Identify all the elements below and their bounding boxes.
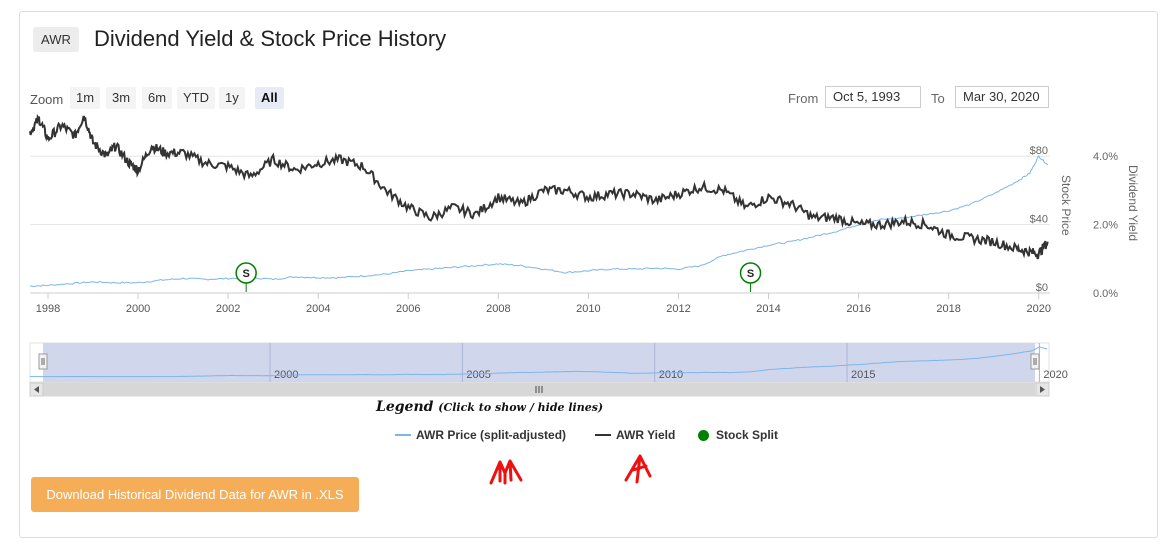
legend-dot-icon bbox=[698, 429, 709, 441]
dividend-history-card: AWR Dividend Yield & Stock Price History… bbox=[19, 11, 1158, 538]
legend-subtitle: (Click to show / hide lines) bbox=[438, 401, 604, 414]
legend-line-icon bbox=[595, 434, 611, 436]
legend-item-label: AWR Yield bbox=[616, 428, 676, 442]
legend-item-price[interactable]: AWR Price (split-adjusted) bbox=[395, 428, 566, 442]
zoom-all-button[interactable]: All bbox=[255, 87, 284, 109]
from-date-input[interactable]: Oct 5, 1993 bbox=[825, 86, 921, 108]
page-title: Dividend Yield & Stock Price History bbox=[94, 26, 447, 51]
legend-item-label: Stock Split bbox=[716, 428, 779, 442]
legend-title: Legend (Click to show / hide lines) bbox=[376, 399, 603, 415]
from-label: From bbox=[788, 91, 819, 106]
legend-title-text: Legend bbox=[376, 399, 434, 415]
legend-item-yield[interactable]: AWR Yield bbox=[595, 428, 675, 442]
legend-item-split[interactable]: Stock Split bbox=[698, 428, 778, 442]
to-label: To bbox=[931, 91, 945, 106]
legend-item-label: AWR Price (split-adjusted) bbox=[416, 428, 567, 442]
zoom-label: Zoom bbox=[30, 92, 64, 107]
zoom-1m-button[interactable]: 1m bbox=[70, 87, 101, 109]
zoom-3m-button[interactable]: 3m bbox=[106, 87, 137, 109]
to-date-input[interactable]: Mar 30, 2020 bbox=[955, 86, 1049, 108]
ticker-badge: AWR bbox=[33, 27, 79, 52]
zoom-1y-button[interactable]: 1y bbox=[219, 87, 245, 109]
legend-line-icon bbox=[395, 434, 411, 436]
zoom-ytd-button[interactable]: YTD bbox=[177, 87, 215, 109]
zoom-6m-button[interactable]: 6m bbox=[142, 87, 173, 109]
download-xls-button[interactable]: Download Historical Dividend Data for AW… bbox=[31, 477, 359, 512]
